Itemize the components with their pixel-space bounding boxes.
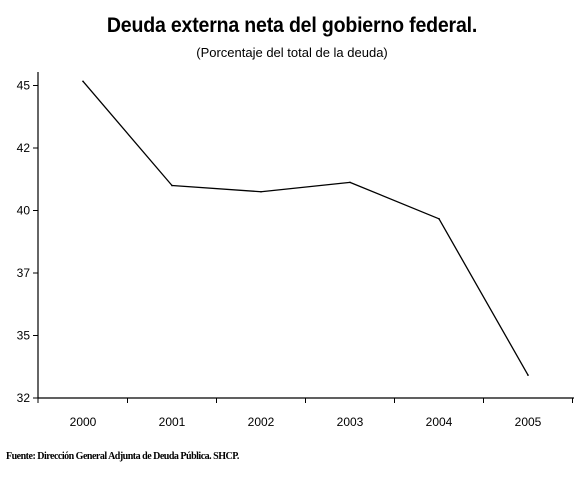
data-point-2004: [438, 218, 440, 220]
source-note: Fuente: Dirección General Adjunta de Deu…: [6, 451, 239, 462]
data-point-2002: [260, 190, 262, 193]
x-tick-label-2003: 2003: [337, 415, 364, 429]
line-segment-2001-2002: [171, 184, 262, 193]
data-point-2001: [171, 184, 173, 187]
x-tick-label-2004: 2004: [426, 415, 453, 429]
y-tick-label-37: 37: [17, 266, 31, 280]
line-segment-2002-2003: [260, 181, 351, 193]
y-axis: 32 35 37 40 42 45: [17, 72, 39, 405]
x-tick-label-2001: 2001: [159, 415, 186, 429]
x-tick-label-2002: 2002: [248, 415, 275, 429]
line-segment-2004-2005: [438, 218, 529, 376]
y-tick-label-32: 32: [17, 391, 31, 405]
y-tick-label-40: 40: [17, 204, 31, 218]
x-axis: 2000 2001 2002 2003 2004 2005: [37, 397, 574, 429]
y-tick-label-42: 42: [17, 141, 31, 155]
y-tick-label-45: 45: [17, 79, 31, 93]
x-tick-label-2000: 2000: [70, 415, 97, 429]
chart-title: Deuda externa neta del gobierno federal.: [106, 14, 478, 37]
data-point-2003: [349, 181, 351, 184]
data-point-2005: [527, 374, 529, 376]
y-tick-label-35: 35: [17, 329, 31, 343]
line-segment-2000-2001: [82, 80, 173, 187]
line-segment-2003-2004: [349, 181, 440, 220]
series-0: [82, 80, 529, 376]
data-point-2000: [82, 80, 84, 83]
series-layer: [82, 80, 529, 376]
x-tick-label-2005: 2005: [515, 415, 542, 429]
chart-subtitle: (Porcentaje del total de la deuda): [196, 45, 388, 60]
